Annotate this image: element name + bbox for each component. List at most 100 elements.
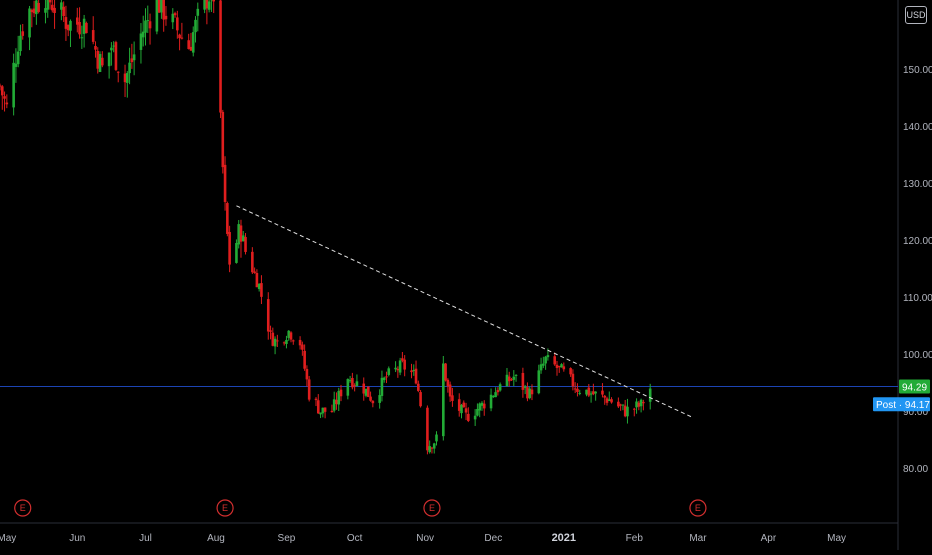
candle-body[interactable] [212,0,215,1]
candle-body[interactable] [17,52,20,65]
candle-body[interactable] [635,401,638,407]
candle-body[interactable] [146,20,149,21]
candle-body[interactable] [337,391,340,405]
candle-body[interactable] [333,399,336,410]
candle-body[interactable] [442,363,445,436]
candle-body[interactable] [85,23,88,33]
candle-body[interactable] [544,357,547,364]
candle-body[interactable] [187,40,190,49]
candle-body[interactable] [372,401,375,403]
candle-body[interactable] [467,414,470,421]
candle-body[interactable] [251,252,254,272]
candle-body[interactable] [128,63,131,73]
candle-body[interactable] [415,369,418,384]
candle-body[interactable] [253,272,256,273]
candle-body[interactable] [460,405,463,413]
candle-body[interactable] [585,390,588,395]
candle-body[interactable] [176,17,179,30]
candle-body[interactable] [356,381,359,386]
candle-body[interactable] [317,400,320,413]
candle-body[interactable] [340,390,343,397]
candle-body[interactable] [235,243,238,263]
candle-body[interactable] [428,446,431,452]
candle-body[interactable] [196,9,199,16]
candle-body[interactable] [149,21,152,28]
candle-body[interactable] [158,0,161,13]
candle-body[interactable] [224,165,227,202]
candle-body[interactable] [458,399,461,411]
candle-body[interactable] [53,8,56,13]
candle-body[interactable] [44,8,47,13]
candle-body[interactable] [301,345,304,350]
candle-body[interactable] [237,224,240,244]
candle-body[interactable] [515,375,518,376]
candle-body[interactable] [522,373,525,390]
candle-body[interactable] [351,378,354,387]
candle-body[interactable] [37,3,40,12]
candle-body[interactable] [633,409,636,410]
candle-body[interactable] [626,407,629,417]
candle-body[interactable] [347,379,350,396]
candle-body[interactable] [383,378,386,380]
candle-body[interactable] [208,1,211,9]
candle-body[interactable] [315,399,318,400]
candle-body[interactable] [65,17,68,29]
candle-body[interactable] [19,36,22,51]
candle-body[interactable] [269,330,272,331]
candle-body[interactable] [260,283,263,297]
candle-body[interactable] [226,203,229,234]
candle-body[interactable] [506,375,509,386]
candle-body[interactable] [526,387,529,398]
candle-body[interactable] [69,21,72,31]
candle-body[interactable] [287,331,290,338]
candle-body[interactable] [578,393,581,394]
candle-body[interactable] [553,356,556,364]
candle-body[interactable] [60,2,63,9]
candle-body[interactable] [12,63,15,108]
candle-body[interactable] [624,406,627,417]
candle-body[interactable] [285,340,288,344]
candle-body[interactable] [497,390,500,392]
candle-body[interactable] [417,384,420,391]
candle-body[interactable] [447,380,450,386]
candle-body[interactable] [221,112,224,167]
candle-body[interactable] [21,31,24,36]
candle-body[interactable] [556,365,559,368]
candle-body[interactable] [574,388,577,389]
candle-body[interactable] [410,370,413,372]
candle-body[interactable] [31,10,34,12]
candle-body[interactable] [299,340,302,345]
candle-body[interactable] [401,358,404,360]
candle-body[interactable] [524,386,527,387]
candle-body[interactable] [590,393,593,394]
candle-body[interactable] [35,0,38,14]
candle-body[interactable] [476,409,479,416]
candle-body[interactable] [592,391,595,394]
candle-body[interactable] [594,392,597,394]
candle-body[interactable] [588,388,591,396]
candle-body[interactable] [640,400,643,406]
candle-body[interactable] [490,395,493,409]
candle-body[interactable] [67,25,70,31]
candle-body[interactable] [610,399,613,402]
candle-body[interactable] [378,395,381,403]
candle-body[interactable] [510,379,513,380]
candle-body[interactable] [426,408,429,451]
candle-body[interactable] [619,404,622,405]
candle-body[interactable] [276,340,279,341]
candle-body[interactable] [492,396,495,397]
candle-body[interactable] [433,443,436,448]
candle-body[interactable] [272,333,275,346]
candle-body[interactable] [15,64,18,67]
candle-body[interactable] [531,390,534,395]
candle-body[interactable] [542,364,545,366]
candle-body[interactable] [144,21,147,33]
candle-body[interactable] [101,58,104,66]
candle-body[interactable] [385,376,388,377]
candle-body[interactable] [117,72,120,73]
candle-body[interactable] [174,13,177,15]
candle-body[interactable] [451,395,454,401]
candle-body[interactable] [381,378,384,396]
candle-body[interactable] [171,14,174,22]
currency-label[interactable]: USD [905,6,927,24]
